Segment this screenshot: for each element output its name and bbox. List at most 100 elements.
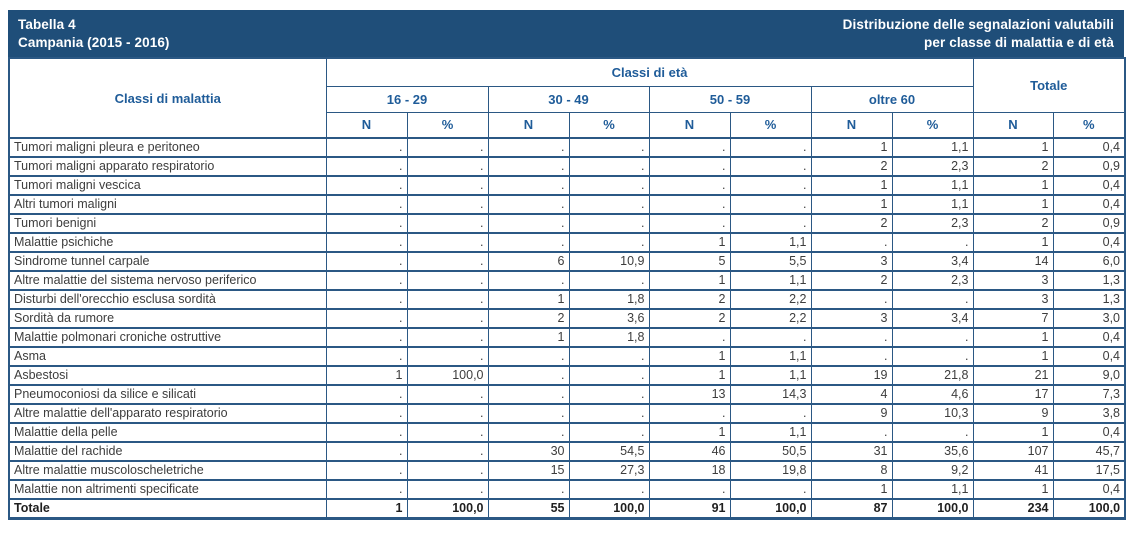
value-cell: .	[568, 384, 650, 405]
row-label-cell: Asbestosi	[8, 365, 327, 386]
value-cell: 14	[972, 251, 1054, 272]
table-row: Pneumoconiosi da silice e silicati.... 13…	[8, 384, 1126, 405]
column-header-total: Totale	[972, 57, 1126, 113]
column-header-age-group-0: 16 - 29	[325, 85, 489, 113]
table-title-bar: Tabella 4 Campania (2015 - 2016) Distrib…	[8, 10, 1124, 57]
value-cell: 9,0	[1052, 365, 1126, 386]
value-cell: .	[729, 156, 812, 177]
value-cell: 3,6	[568, 308, 650, 329]
value-cell: 0,4	[1052, 479, 1126, 500]
value-cell: 1,8	[568, 327, 650, 348]
value-cell: 1	[972, 232, 1054, 253]
column-subheader-pct: %	[891, 111, 974, 139]
table-number: Tabella 4	[18, 17, 76, 32]
row-label-cell: Pneumoconiosi da silice e silicati	[8, 384, 327, 405]
row-label-cell: Tumori benigni	[8, 213, 327, 234]
table-row: Altre malattie dell'apparato respiratori…	[8, 403, 1126, 424]
value-cell: 3	[810, 251, 893, 272]
value-cell: .	[325, 403, 408, 424]
value-cell: .	[406, 213, 489, 234]
value-cell: .	[810, 327, 893, 348]
value-cell: 17	[972, 384, 1054, 405]
report-page: Tabella 4 Campania (2015 - 2016) Distrib…	[8, 10, 1127, 520]
column-subheader-n: N	[325, 111, 408, 139]
value-cell: 21,8	[891, 365, 974, 386]
table-row: Tumori maligni vescica...... 1 1,1 1 0,4	[8, 175, 1126, 196]
value-cell: 7	[972, 308, 1054, 329]
value-cell: 19,8	[729, 460, 812, 481]
table-body: Tumori maligni pleura e peritoneo...... 1…	[8, 137, 1126, 520]
value-cell: .	[891, 232, 974, 253]
table-description-line2: per classe di malattia e di età	[924, 34, 1114, 50]
value-cell: .	[406, 327, 489, 348]
column-header-age-group-2: 50 - 59	[648, 85, 812, 113]
value-cell: .	[406, 346, 489, 367]
value-cell: .	[648, 175, 731, 196]
value-cell: .	[648, 156, 731, 177]
table-row: Malattie psichiche.... 1 1,1.. 1 0,4	[8, 232, 1126, 253]
value-cell: 54,5	[568, 441, 650, 462]
value-cell: 10,9	[568, 251, 650, 272]
disease-by-age-table: Classi di malattia Classi di età Totale 16 …	[8, 57, 1127, 520]
value-cell: .	[487, 384, 570, 405]
value-cell: .	[568, 156, 650, 177]
value-cell: 0,4	[1052, 422, 1126, 443]
value-cell: .	[325, 479, 408, 500]
value-cell: .	[487, 422, 570, 443]
value-cell: .	[568, 270, 650, 291]
value-cell: .	[648, 479, 731, 500]
value-cell: 1,1	[729, 232, 812, 253]
value-cell: 9	[972, 403, 1054, 424]
value-cell: 2	[810, 270, 893, 291]
table-row: Altre malattie muscoloscheletriche.. 15 27…	[8, 460, 1126, 481]
value-cell: 45,7	[1052, 441, 1126, 462]
value-cell: 100,0	[406, 498, 489, 520]
value-cell: 55	[487, 498, 570, 520]
table-row: Tumori maligni pleura e peritoneo...... 1…	[8, 137, 1126, 158]
row-label-cell: Altre malattie dell'apparato respiratori…	[8, 403, 327, 424]
row-label-cell: Tumori maligni pleura e peritoneo	[8, 137, 327, 158]
value-cell: .	[487, 156, 570, 177]
value-cell: 35,6	[891, 441, 974, 462]
value-cell: .	[406, 251, 489, 272]
value-cell: .	[891, 327, 974, 348]
value-cell: 1	[487, 327, 570, 348]
value-cell: .	[568, 422, 650, 443]
column-subheader-pct: %	[406, 111, 489, 139]
value-cell: .	[325, 270, 408, 291]
row-label-cell: Sindrome tunnel carpale	[8, 251, 327, 272]
value-cell: .	[325, 384, 408, 405]
row-label-cell: Malattie psichiche	[8, 232, 327, 253]
value-cell: 2,3	[891, 270, 974, 291]
value-cell: .	[487, 270, 570, 291]
value-cell: 2	[972, 156, 1054, 177]
value-cell: .	[810, 289, 893, 310]
row-label-cell: Tumori maligni vescica	[8, 175, 327, 196]
value-cell: 9,2	[891, 460, 974, 481]
row-label-cell: Malattie polmonari croniche ostruttive	[8, 327, 327, 348]
table-row: Disturbi dell'orecchio esclusa sordità..…	[8, 289, 1126, 310]
value-cell: 0,4	[1052, 194, 1126, 215]
value-cell: 1	[648, 232, 731, 253]
value-cell: 1	[972, 137, 1054, 158]
value-cell: 1,1	[729, 365, 812, 386]
value-cell: .	[406, 156, 489, 177]
value-cell: 1	[972, 194, 1054, 215]
value-cell: .	[568, 194, 650, 215]
value-cell: .	[325, 194, 408, 215]
column-subheader-pct: %	[568, 111, 650, 139]
value-cell: 3	[972, 270, 1054, 291]
value-cell: 91	[648, 498, 731, 520]
value-cell: 1	[648, 346, 731, 367]
value-cell: 46	[648, 441, 731, 462]
value-cell: 3,8	[1052, 403, 1126, 424]
value-cell: 1	[325, 365, 408, 386]
value-cell: .	[810, 346, 893, 367]
value-cell: 4,6	[891, 384, 974, 405]
value-cell: 1	[325, 498, 408, 520]
value-cell: .	[568, 346, 650, 367]
value-cell: .	[648, 327, 731, 348]
value-cell: .	[487, 175, 570, 196]
table-header: Classi di malattia Classi di età Totale 16 …	[8, 57, 1126, 139]
value-cell: 8	[810, 460, 893, 481]
